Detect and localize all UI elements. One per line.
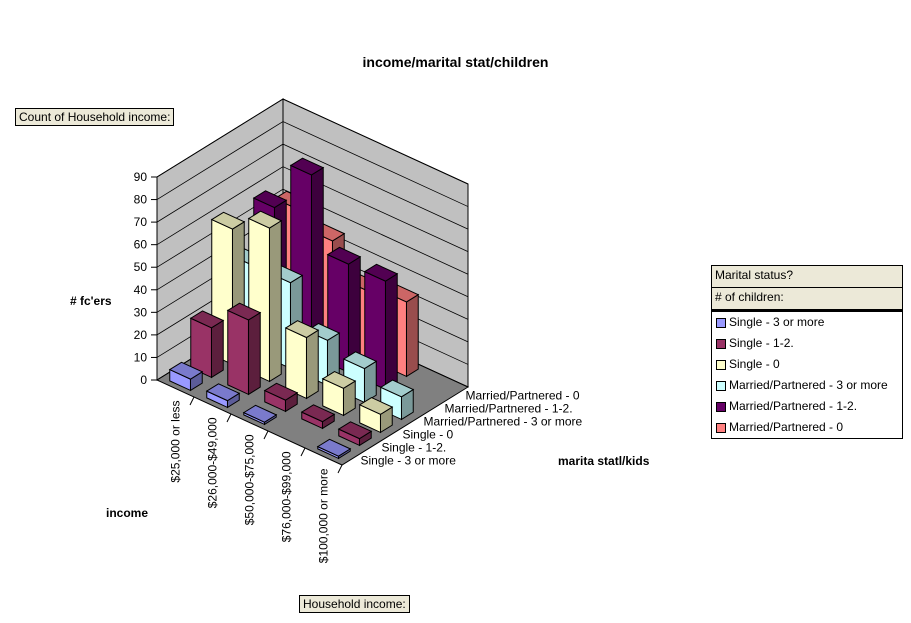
gridline [156,188,469,275]
x-tick-label: $25,000 or less [169,401,183,483]
bar-top [289,157,325,176]
bar-top [321,370,357,389]
series-tick-label: Married/Partnered - 1-2. [445,402,573,416]
legend-item: Married/Partnered - 1-2. [712,396,902,417]
series-tick-label: Single - 0 [403,428,454,442]
bar-top [342,351,378,370]
gridline [156,121,469,207]
y-tick-label: 80 [134,193,148,207]
x-tick [337,464,343,474]
legend-swatch [716,422,726,433]
data-field-button[interactable]: Count of Household income: [15,108,175,126]
legend-swatch [716,317,726,328]
legend-item: Married/Partnered - 0 [712,417,902,438]
bar-top [210,211,246,230]
bar-top [337,421,373,440]
series-field-button-marital[interactable]: Marital status? [712,266,902,288]
legend-label: Married/Partnered - 1-2. [729,399,858,413]
legend: Marital status? # of children: Single - … [711,265,903,439]
y-tick-label: 50 [134,260,148,274]
gridline [156,98,469,185]
legend-label: Single - 3 or more [729,315,825,329]
bar-side [384,272,398,391]
bar-top [168,361,204,380]
series-axis-label: marita statl/kids [558,454,650,468]
series-tick-label: Single - 3 or more [361,454,457,468]
y-axis-label: # fc'ers [70,294,112,308]
y-tick-label: 70 [134,215,148,229]
legend-label: Married/Partnered - 3 or more [729,378,888,392]
legend-label: Single - 0 [729,357,780,371]
legend-label: Married/Partnered - 0 [729,420,844,434]
bar-front [227,309,249,396]
y-tick-label: 0 [140,373,147,387]
legend-item: Single - 1-2. [712,333,902,354]
bar-top [247,210,283,229]
y-tick-label: 60 [134,238,148,252]
bar-top [252,190,288,209]
x-tick-label: $50,000-$75,000 [243,434,257,525]
y-tick-label: 40 [134,283,148,297]
x-axis-label: income [106,506,149,520]
bar-top [189,310,225,329]
y-tick-label: 30 [134,305,148,319]
series-tick-label: Married/Partnered - 0 [466,389,580,403]
chart-title: income/marital stat/children [362,54,549,70]
bar-side [405,293,419,378]
x-tick [263,430,269,440]
bar-top [363,263,399,282]
bar-side [268,219,282,383]
bar-top [379,379,415,398]
series-tick-label: Married/Partnered - 3 or more [424,415,583,429]
bar-top [263,382,299,401]
bar-side [247,311,261,396]
legend-item: Single - 3 or more [712,312,902,333]
x-tick [189,396,195,406]
legend-swatch [716,338,726,349]
bar-top [326,246,362,265]
legend-label: Single - 1-2. [729,336,794,350]
y-tick-label: 20 [134,328,148,342]
y-tick-label: 10 [134,350,148,364]
series-tick-label: Single - 1-2. [382,441,447,455]
legend-swatch [716,401,726,412]
category-field-button[interactable]: Household income: [299,595,410,613]
x-tick-label: $76,000-$99,000 [280,451,294,542]
y-tick-label: 90 [134,170,148,184]
legend-swatch [716,380,726,391]
x-tick-label: $100,000 or more [317,468,331,563]
bar-top [242,404,278,423]
bar-top [300,404,336,423]
bar-top [358,396,394,415]
legend-item: Married/Partnered - 3 or more [712,375,902,396]
gridline [156,143,469,230]
legend-swatch [716,359,726,370]
bar-top [316,438,352,457]
bar-top [226,302,262,321]
gridline [156,166,469,253]
bar-side [305,329,319,400]
bar-top [205,383,241,402]
x-tick-label: $26,000-$49,000 [206,417,220,508]
bar-top [284,320,320,339]
x-tick [226,413,232,423]
bar-side [210,319,224,379]
x-tick [300,447,306,457]
legend-item: Single - 0 [712,354,902,375]
bar-front [285,327,307,400]
series-field-button-children[interactable]: # of children: [712,288,902,312]
bar-top [305,322,341,341]
